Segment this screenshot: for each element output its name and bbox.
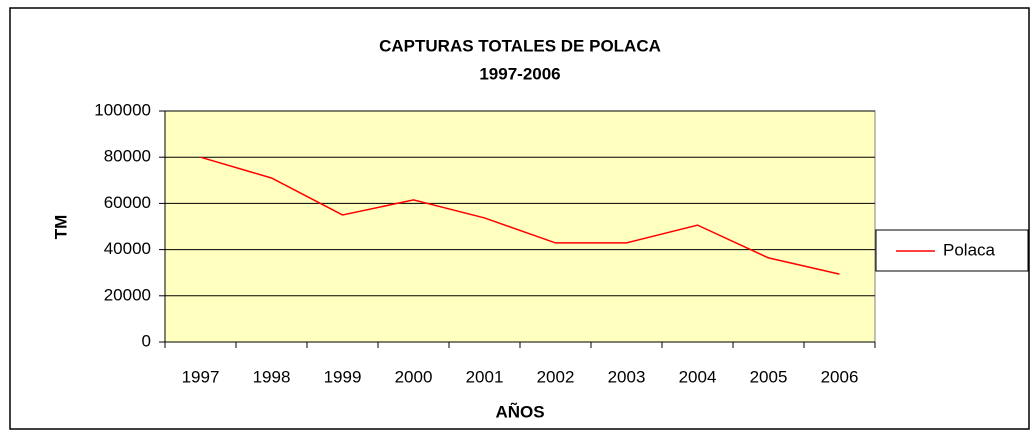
y-tick-label: 20000 [104,285,151,304]
x-tick-label: 2003 [608,367,646,386]
chart-title: CAPTURAS TOTALES DE POLACA [379,36,661,55]
x-tick-label: 2005 [750,367,788,386]
legend-label: Polaca [943,240,996,259]
x-tick-label: 2001 [466,367,504,386]
y-axis-label: TM [51,215,70,240]
y-tick-label: 100000 [94,100,151,119]
x-axis-label: AÑOS [495,401,544,421]
y-tick-label: 40000 [104,239,151,258]
chart-subtitle: 1997-2006 [479,64,560,83]
x-tick-label: 1999 [324,367,362,386]
x-tick-label: 2002 [537,367,575,386]
x-tick-label: 1998 [253,367,291,386]
x-tick-label: 2000 [395,367,433,386]
x-tick-label: 1997 [182,367,220,386]
y-tick-label: 0 [142,331,151,350]
data-line [200,156,840,275]
x-tick-label: 2004 [679,367,717,386]
plot-area [164,110,876,343]
x-tick-label: 2006 [821,367,859,386]
y-tick-label: 80000 [104,147,151,166]
y-tick-label: 60000 [104,193,151,212]
